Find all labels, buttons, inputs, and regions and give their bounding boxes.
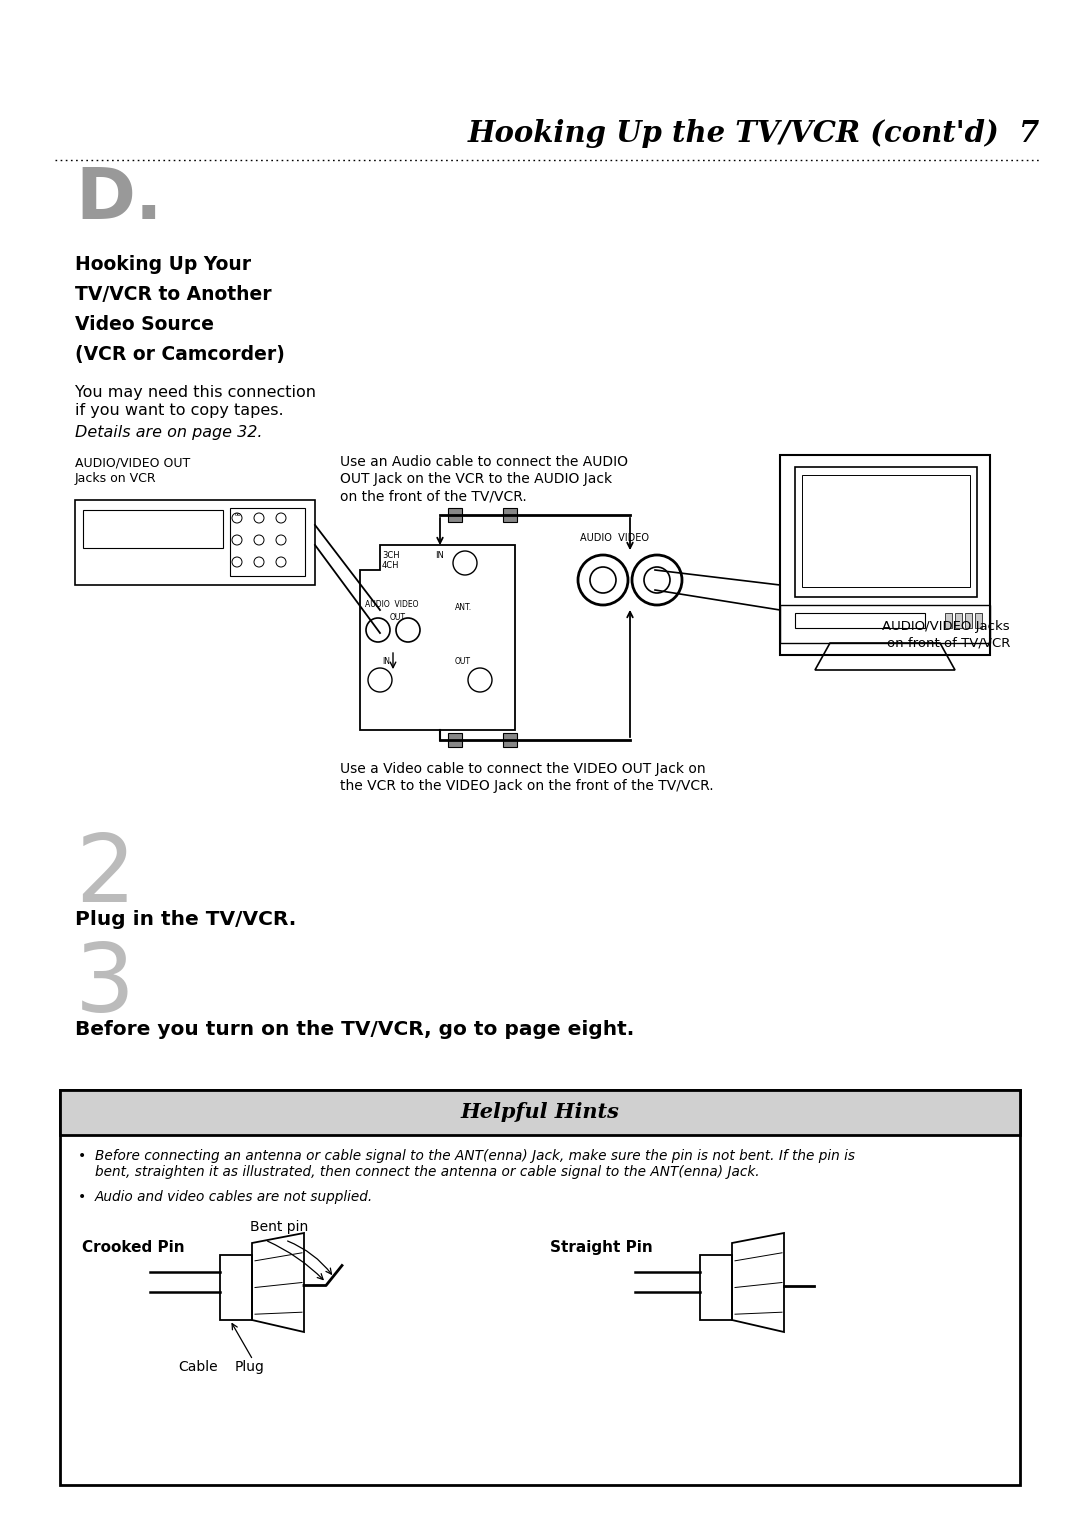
Text: Cable: Cable (178, 1360, 218, 1374)
Text: OUT: OUT (390, 613, 406, 622)
Text: Details are on page 32.: Details are on page 32. (75, 425, 262, 440)
Text: oo: oo (235, 512, 242, 516)
Text: IN: IN (435, 552, 444, 559)
Bar (955, 613, 962, 628)
Bar (448, 733, 462, 747)
Text: You may need this connection: You may need this connection (75, 385, 316, 400)
Bar (60, 1089, 1020, 1485)
Bar (780, 455, 990, 656)
Text: AUDIO/VIDEO OUT: AUDIO/VIDEO OUT (75, 455, 190, 469)
Text: 3: 3 (75, 940, 135, 1031)
Text: Plug: Plug (235, 1360, 265, 1374)
Text: Audio and video cables are not supplied.: Audio and video cables are not supplied. (95, 1190, 374, 1204)
Text: OUT: OUT (455, 657, 471, 666)
Bar (230, 507, 305, 576)
Text: •: • (78, 1149, 86, 1163)
Bar (780, 605, 990, 643)
Text: 4CH: 4CH (382, 561, 400, 570)
Text: Hooking Up the TV/VCR (cont'd)  7: Hooking Up the TV/VCR (cont'd) 7 (468, 119, 1040, 148)
Text: Straight Pin: Straight Pin (550, 1241, 652, 1254)
Text: Crooked Pin: Crooked Pin (82, 1241, 185, 1254)
Text: Before you turn on the TV/VCR, go to page eight.: Before you turn on the TV/VCR, go to pag… (75, 1021, 634, 1039)
Bar (83, 510, 222, 549)
Text: bent, straighten it as illustrated, then connect the antenna or cable signal to : bent, straighten it as illustrated, then… (95, 1164, 759, 1180)
Text: on the front of the TV/VCR.: on the front of the TV/VCR. (340, 489, 527, 503)
Text: Plug in the TV/VCR.: Plug in the TV/VCR. (75, 911, 296, 929)
Text: IN: IN (382, 657, 390, 666)
Text: AUDIO  VIDEO: AUDIO VIDEO (580, 533, 649, 542)
Text: TV/VCR to Another: TV/VCR to Another (75, 286, 272, 304)
Text: Hooking Up Your: Hooking Up Your (75, 255, 252, 274)
Bar (966, 613, 972, 628)
Bar (795, 613, 924, 628)
Bar (802, 475, 970, 587)
Bar (700, 1254, 732, 1320)
Bar (945, 613, 951, 628)
Text: Bent pin: Bent pin (249, 1219, 308, 1235)
Text: OUT Jack on the VCR to the AUDIO Jack: OUT Jack on the VCR to the AUDIO Jack (340, 472, 612, 486)
Bar (448, 507, 462, 523)
Text: Helpful Hints: Helpful Hints (460, 1103, 620, 1123)
Bar (60, 1089, 1020, 1135)
Text: 2: 2 (75, 830, 135, 921)
Text: Use an Audio cable to connect the AUDIO: Use an Audio cable to connect the AUDIO (340, 455, 627, 469)
Bar (975, 613, 982, 628)
Bar (795, 468, 977, 597)
Text: Jacks on VCR: Jacks on VCR (75, 472, 157, 484)
Text: the VCR to the VIDEO Jack on the front of the TV/VCR.: the VCR to the VIDEO Jack on the front o… (340, 779, 714, 793)
Text: if you want to copy tapes.: if you want to copy tapes. (75, 403, 284, 419)
Bar (503, 733, 517, 747)
Text: Video Source: Video Source (75, 315, 214, 335)
Text: on front of TV/VCR: on front of TV/VCR (887, 637, 1010, 649)
Bar (220, 1254, 252, 1320)
Text: AUDIO  VIDEO: AUDIO VIDEO (365, 601, 419, 610)
Text: •: • (78, 1190, 86, 1204)
Text: AUDIO/VIDEO Jacks: AUDIO/VIDEO Jacks (882, 620, 1010, 633)
Text: Use a Video cable to connect the VIDEO OUT Jack on: Use a Video cable to connect the VIDEO O… (340, 762, 705, 776)
Text: (VCR or Camcorder): (VCR or Camcorder) (75, 345, 285, 364)
Bar (503, 507, 517, 523)
Text: ANT.: ANT. (455, 604, 472, 613)
Text: D.: D. (75, 165, 162, 234)
Text: 3CH: 3CH (382, 552, 400, 559)
Text: Before connecting an antenna or cable signal to the ANT(enna) Jack, make sure th: Before connecting an antenna or cable si… (95, 1149, 855, 1163)
Bar (75, 500, 315, 585)
